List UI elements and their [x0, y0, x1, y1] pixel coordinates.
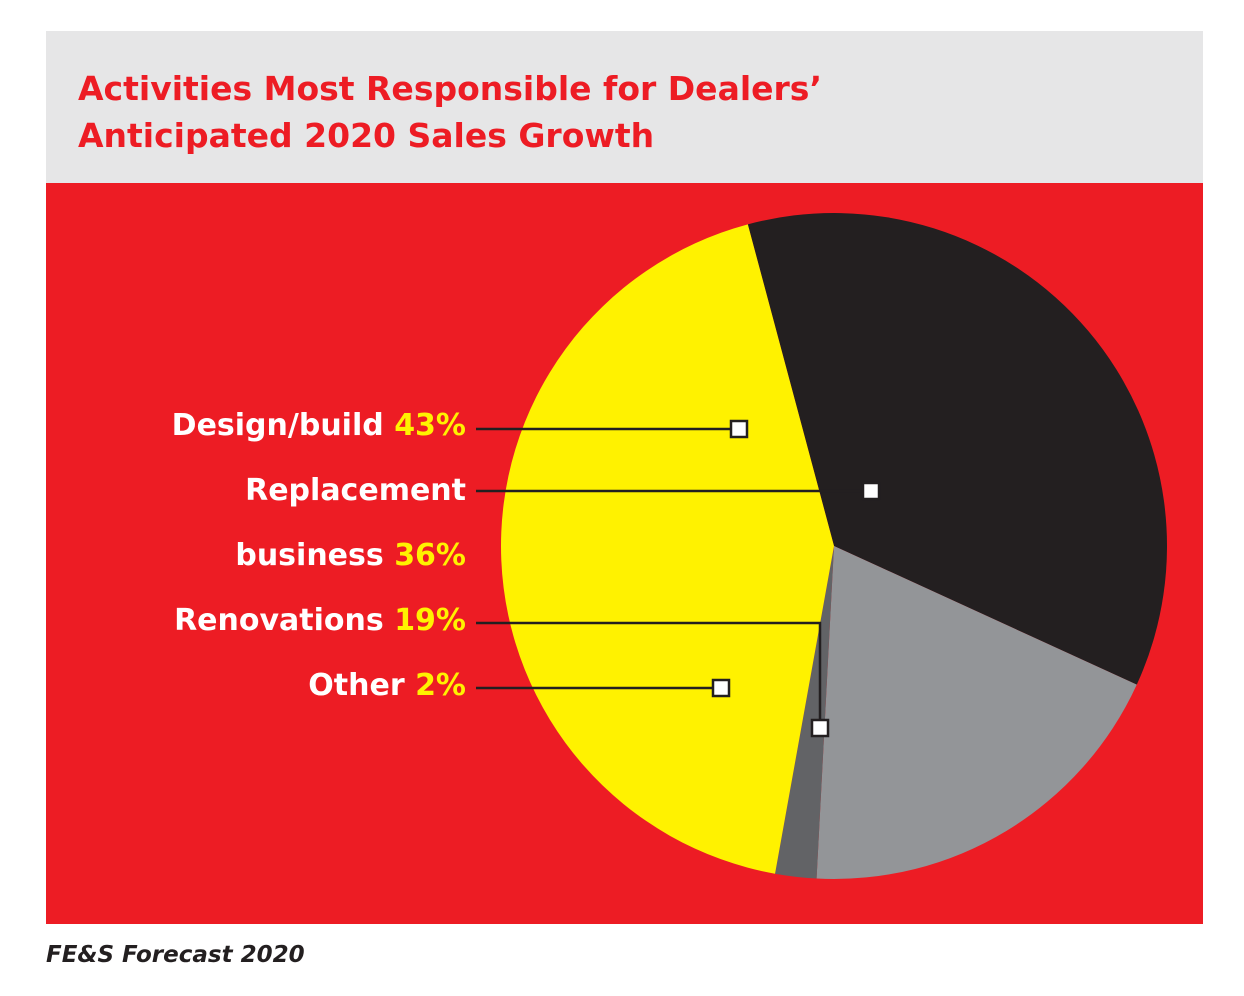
leader-marker-other — [711, 678, 731, 698]
leader-marker-design-build — [729, 419, 749, 439]
leader-line-renovations — [476, 621, 822, 728]
pie-slice-replacement-business — [747, 213, 1168, 685]
label-renovations-value: 19% — [394, 603, 466, 638]
pie-chart — [476, 213, 1168, 879]
source-credit: FE&S Forecast 2020 — [46, 942, 305, 968]
label-renovations: Renovations 19% — [174, 603, 466, 639]
label-design-build-name: Design/build — [171, 408, 384, 443]
chart-title: Activities Most Responsible for Dealers’… — [78, 65, 1168, 159]
label-renovations-name: Renovations — [174, 603, 384, 638]
chart-panel: Design/build 43% Replacement business 36… — [46, 183, 1203, 924]
leader-marker-replacement-business — [861, 481, 881, 501]
pie-slice-renovations — [816, 546, 1137, 879]
label-design-build: Design/build 43% — [172, 408, 466, 444]
leader-lines — [476, 419, 881, 738]
label-replacement-name-2: business — [235, 538, 384, 573]
label-replacement-line-2: business 36% — [235, 538, 466, 574]
label-other: Other 2% — [308, 668, 466, 704]
label-design-build-value: 43% — [394, 408, 466, 443]
leader-marker-renovations — [810, 718, 830, 738]
chart-title-line-2: Anticipated 2020 Sales Growth — [78, 116, 655, 155]
label-replacement-name-1: Replacement — [245, 473, 466, 508]
label-replacement-value: 36% — [394, 538, 466, 573]
chart-title-line-1: Activities Most Responsible for Dealers’ — [78, 69, 822, 108]
pie-slices — [500, 213, 1168, 879]
pie-slice-design-build — [500, 224, 834, 874]
label-other-name: Other — [308, 668, 405, 703]
label-replacement-line-1: Replacement — [245, 473, 466, 509]
label-other-value: 2% — [415, 668, 466, 703]
chart-header: Activities Most Responsible for Dealers’… — [46, 31, 1203, 183]
